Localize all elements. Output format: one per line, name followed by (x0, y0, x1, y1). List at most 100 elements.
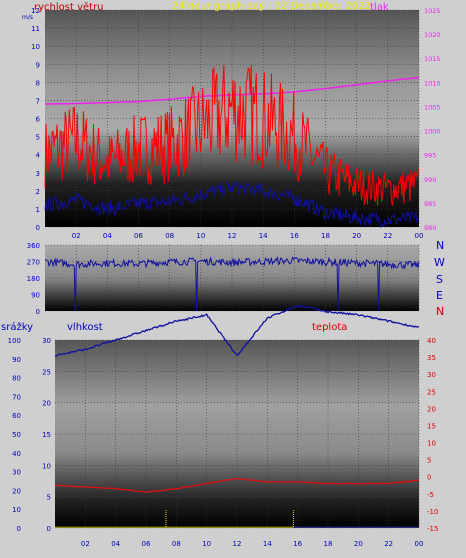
rain-tick: 70 (12, 393, 21, 401)
pressure-tick: 1025 (424, 7, 441, 15)
wind-gust-line (44, 64, 420, 207)
compass-s: S (436, 273, 443, 286)
rain-tick: 90 (12, 356, 21, 364)
pressure-tick: 990 (424, 176, 436, 184)
rain-tick: 0 (17, 525, 21, 533)
pressure-tick: 1000 (424, 128, 441, 136)
wind-speed-tick: 9 (36, 61, 40, 69)
humidity-tick: 5 (47, 494, 51, 502)
pressure-tick: 1020 (424, 31, 441, 39)
top-x-tick: 16 (290, 232, 299, 240)
humidity-tick: 30 (42, 337, 51, 345)
bottom-x-tick: 06 (142, 540, 151, 548)
humidity-tick: 25 (42, 368, 51, 376)
temperature-tick: 20 (427, 405, 436, 413)
compass-w: W (434, 256, 445, 269)
top-x-tick: 00 (415, 232, 424, 240)
rain-tick: 10 (12, 506, 21, 514)
wind-speed-line (44, 180, 420, 229)
bottom-x-tick: 00 (415, 540, 424, 548)
temperature-line (54, 477, 420, 493)
temperature-tick: -15 (427, 525, 438, 533)
top-x-tick: 20 (352, 232, 361, 240)
pressure-tick: 980 (424, 224, 436, 232)
top-x-tick: 10 (196, 232, 205, 240)
temperature-tick: 10 (427, 440, 436, 448)
pressure-tick: 1015 (424, 55, 441, 63)
temperature-axis-title: teplota (312, 322, 347, 333)
wind-speed-tick: 11 (31, 25, 40, 33)
top-x-tick: 14 (259, 232, 268, 240)
rain-tick: 40 (12, 450, 21, 458)
rain-tick: 80 (12, 375, 21, 383)
temperature-tick: -5 (427, 491, 434, 499)
bottom-x-tick: 10 (202, 540, 211, 548)
temperature-tick: 25 (427, 388, 436, 396)
compass-n-bottom: N (436, 305, 444, 318)
bottom-x-tick: 02 (81, 540, 90, 548)
pressure-tick: 1010 (424, 79, 441, 87)
wind-speed-tick: 3 (36, 170, 40, 178)
bottom-x-tick: 20 (354, 540, 363, 548)
top-x-tick: 12 (228, 232, 237, 240)
rain-tick: 60 (12, 412, 21, 420)
wind-speed-tick: 6 (36, 116, 41, 124)
rain-tick: 100 (8, 337, 21, 345)
top-x-tick: 06 (134, 232, 143, 240)
bottom-x-tick: 22 (384, 540, 393, 548)
temperature-tick: 30 (427, 371, 436, 379)
rain-tick: 20 (12, 487, 21, 495)
wind-speed-tick: 10 (31, 43, 40, 51)
wind-direction-line (44, 256, 420, 311)
humidity-line (54, 304, 420, 358)
wind-speed-tick: 7 (36, 97, 40, 105)
direction-tick: 360 (27, 242, 40, 250)
compass-e: E (436, 289, 443, 302)
temperature-tick: -10 (427, 508, 438, 516)
wind-speed-axis-title: rychlost větru (34, 1, 104, 13)
wind-speed-tick: 0 (36, 224, 40, 232)
pressure-tick: 995 (424, 152, 436, 160)
top-x-tick: 04 (103, 232, 112, 240)
pressure-tick: 985 (424, 200, 436, 208)
humidity-tick: 15 (42, 431, 51, 439)
wind-speed-tick: 12 (31, 7, 40, 15)
bottom-x-tick: 08 (172, 540, 181, 548)
compass-n-top: N (436, 239, 444, 252)
wind-speed-tick: 2 (36, 188, 40, 196)
rain-tick: 30 (12, 469, 21, 477)
pressure-tick: 1005 (424, 103, 441, 111)
bottom-x-tick: 14 (263, 540, 272, 548)
bottom-x-tick: 12 (233, 540, 242, 548)
wind-speed-tick: 5 (36, 134, 40, 142)
wind-speed-tick: 8 (36, 79, 40, 87)
temperature-tick: 0 (427, 474, 431, 482)
humidity-axis-title: vlhkost (67, 322, 103, 333)
direction-tick: 90 (31, 292, 40, 300)
temperature-tick: 5 (427, 457, 431, 465)
direction-tick: 180 (27, 275, 40, 283)
direction-tick: 0 (36, 308, 40, 316)
temperature-tick: 35 (427, 354, 436, 362)
wind-speed-tick: 1 (36, 206, 40, 214)
bottom-x-tick: 16 (293, 540, 302, 548)
humidity-tick: 10 (42, 462, 51, 470)
temperature-tick: 40 (427, 337, 436, 345)
wind-unit-label: m/s (22, 14, 33, 21)
rain-tick: 50 (12, 431, 21, 439)
direction-tick: 270 (27, 259, 40, 267)
temperature-tick: 15 (427, 422, 436, 430)
pressure-axis-title: tlak (370, 2, 389, 13)
wind-speed-tick: 4 (36, 152, 41, 160)
humidity-tick: 0 (47, 525, 51, 533)
top-x-tick: 22 (383, 232, 392, 240)
bottom-x-tick: 04 (111, 540, 120, 548)
top-x-tick: 18 (321, 232, 330, 240)
bottom-x-tick: 18 (324, 540, 333, 548)
chart-title: 24 hour graph day : 12 December 2022 (172, 1, 371, 12)
humidity-tick: 20 (42, 400, 51, 408)
top-x-tick: 08 (165, 232, 174, 240)
top-x-tick: 02 (72, 232, 81, 240)
